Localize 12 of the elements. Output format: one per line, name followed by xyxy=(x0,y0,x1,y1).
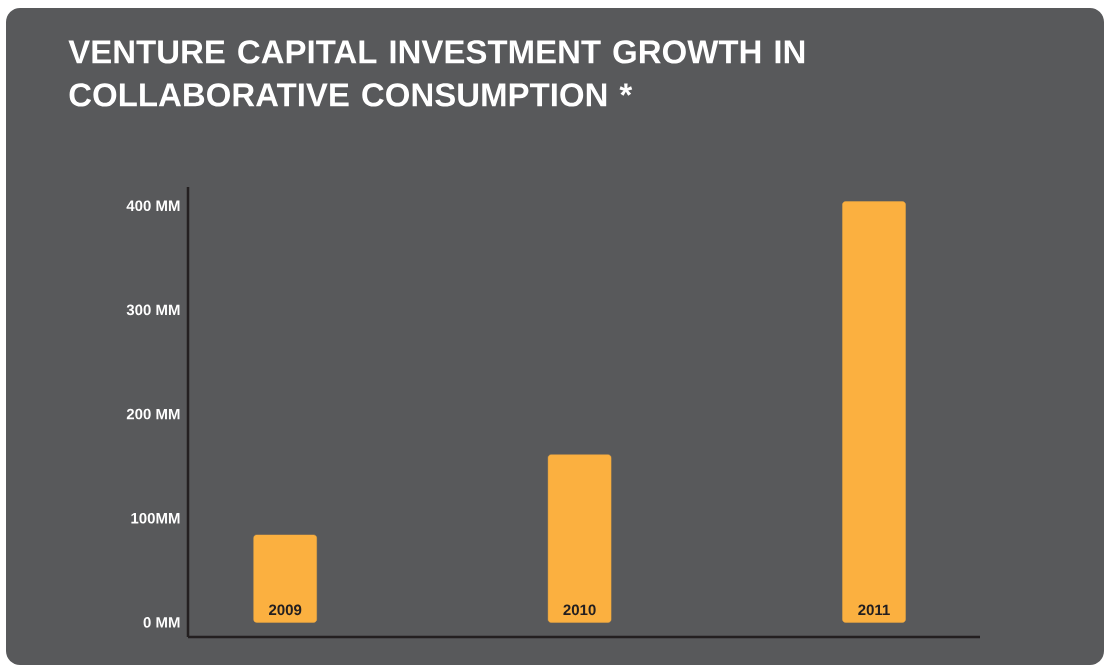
x-tick-label: 2010 xyxy=(563,604,596,616)
x-tick-label: 2009 xyxy=(269,604,302,616)
chart-title: VENTURE CAPITAL INVESTMENT GROWTH IN COLLABORATIVE CONSUMPTION * xyxy=(68,40,805,107)
y-tick-label: 200 MM xyxy=(126,408,180,420)
x-tick-label: 2011 xyxy=(858,604,890,616)
bar xyxy=(842,201,906,623)
y-tick-label: 400 MM xyxy=(126,200,180,212)
y-tick-label: 300 MM xyxy=(126,304,180,316)
bar xyxy=(547,454,612,623)
y-tick-label: 100MM xyxy=(131,512,180,524)
bar xyxy=(253,534,317,623)
y-tick-label: 0 MM xyxy=(143,617,180,628)
